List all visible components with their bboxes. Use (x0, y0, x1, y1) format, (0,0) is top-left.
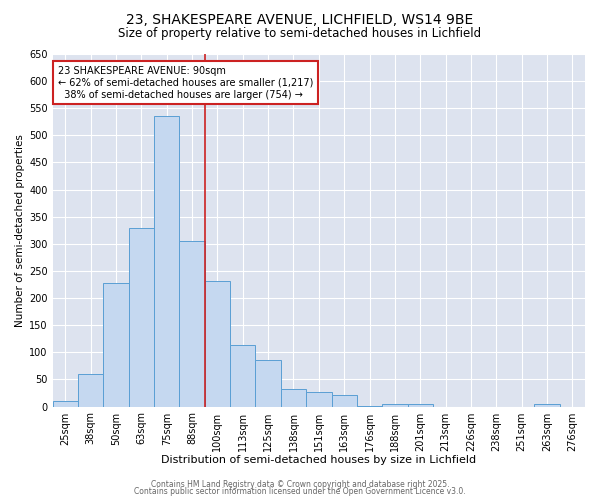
Text: 23 SHAKESPEARE AVENUE: 90sqm
← 62% of semi-detached houses are smaller (1,217)
 : 23 SHAKESPEARE AVENUE: 90sqm ← 62% of se… (58, 66, 313, 100)
Bar (256, 360, 281, 406)
Text: Size of property relative to semi-detached houses in Lichfield: Size of property relative to semi-detach… (118, 28, 482, 40)
Bar (129, 228, 154, 406)
Bar (78, 374, 103, 406)
Text: 23, SHAKESPEARE AVENUE, LICHFIELD, WS14 9BE: 23, SHAKESPEARE AVENUE, LICHFIELD, WS14 … (127, 12, 473, 26)
Bar (281, 389, 306, 406)
Bar (205, 280, 230, 406)
Y-axis label: Number of semi-detached properties: Number of semi-detached properties (15, 134, 25, 326)
Bar (230, 346, 256, 406)
Bar (179, 241, 205, 406)
Bar (103, 283, 129, 406)
Bar (154, 116, 179, 406)
Text: Contains HM Land Registry data © Crown copyright and database right 2025.: Contains HM Land Registry data © Crown c… (151, 480, 449, 489)
Bar (407, 404, 433, 406)
Text: Contains public sector information licensed under the Open Government Licence v3: Contains public sector information licen… (134, 488, 466, 496)
X-axis label: Distribution of semi-detached houses by size in Lichfield: Distribution of semi-detached houses by … (161, 455, 476, 465)
Bar (306, 392, 332, 406)
Bar (332, 394, 357, 406)
Bar (53, 401, 78, 406)
Bar (382, 404, 407, 406)
Bar (535, 404, 560, 406)
